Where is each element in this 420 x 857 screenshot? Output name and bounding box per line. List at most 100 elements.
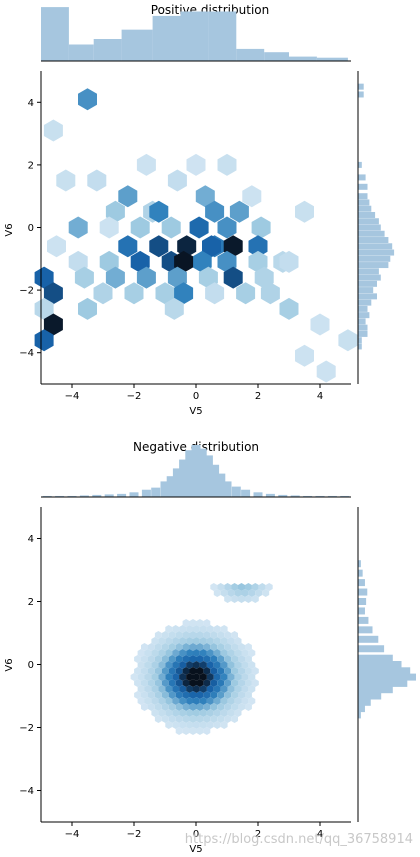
hex-bin [245,583,252,591]
hex-bin [234,673,242,681]
hexbin-area [34,88,358,383]
marginal-y-bar [358,330,368,337]
hex-bin [193,721,200,729]
hex-bin [199,661,207,669]
marginal-x-bar [278,494,288,497]
marginal-x-bar [93,39,122,61]
hex-bin [161,216,181,239]
x-tick-label: −2 [127,391,142,402]
hex-bin [165,625,173,633]
hex-bin [177,235,197,258]
hex-bin [224,679,232,687]
hex-bin [144,685,152,693]
hex-bin [241,589,249,597]
x-tick-label: −4 [65,391,80,402]
hex-bin [130,673,138,681]
hex-bin [199,637,207,645]
hex-bin [186,153,206,176]
hex-bin [182,619,190,627]
hex-bin [148,691,155,699]
hex-bin [168,691,176,699]
marginal-y-bar [358,705,365,713]
hex-bin [158,685,166,693]
marginal-y-histogram [358,83,395,350]
hex-bin [210,679,218,687]
hex-bin [151,649,159,657]
hex-bin [144,673,152,681]
hex-bin [241,673,249,681]
marginal-x-bar [208,11,237,61]
hex-bin [149,200,169,223]
marginal-x-bar [92,494,102,497]
y-tick-label: −2 [19,723,34,734]
hex-bin [172,721,180,729]
hex-bin [217,153,237,176]
hex-bin [213,625,221,633]
hex-bin [182,727,190,735]
hex-bin [227,709,235,717]
hex-bin [213,637,221,645]
hex-bin [78,297,97,320]
hex-bin [182,703,190,711]
hex-bin [189,667,197,675]
marginal-y-bar [358,312,370,319]
hex-bin [168,679,176,687]
hex-bin [203,691,211,699]
hex-bin [192,250,212,273]
hex-bin [151,661,159,669]
hex-bin [196,667,204,675]
marginal-x-bar [289,56,317,61]
marginal-x-bar [253,492,263,497]
hex-bin [179,637,187,645]
hex-bin [186,637,193,645]
hex-bin [217,583,225,591]
hex-bin [206,697,214,705]
hex-bin [189,715,197,723]
hex-bin [165,637,173,645]
hex-bin [224,595,232,603]
hex-bin [248,589,256,597]
hex-bin [279,297,299,320]
hex-bin [137,649,145,657]
marginal-x-bar [68,44,94,61]
hex-bin [196,643,204,651]
hex-bin [227,661,235,669]
watermark: https://blog.csdn.net/qq_36758914 [185,832,413,847]
hex-bin [231,655,238,663]
marginal-x-bar [185,450,195,497]
hex-bin [179,649,187,657]
marginal-y-bar [358,305,368,312]
hex-bin [229,200,249,223]
hex-bin [165,673,173,681]
hex-bin [206,661,214,669]
hex-bin [186,697,193,705]
hex-bin [231,715,238,723]
hex-bin [241,685,249,693]
hex-bin [205,200,225,223]
x-tick-label: −2 [127,829,142,840]
hex-bin [136,266,156,289]
hex-bin [172,685,180,693]
marginal-y-bar [358,616,369,624]
hex-bin [213,697,221,705]
hex-bin [238,679,245,687]
hex-bin [43,313,63,336]
hex-bin [148,655,155,663]
hex-bin [248,661,256,669]
hex-bin [234,649,242,657]
hex-bin [151,709,159,717]
marginal-y-bar [358,293,377,300]
marginal-y-bar [358,318,366,325]
hex-bin [224,583,232,591]
hex-bin [213,649,221,657]
hex-bin [231,631,238,639]
marginal-x-bar [197,448,207,497]
x-tick-label: 4 [317,829,323,840]
hex-bin [196,715,204,723]
hex-bin [203,643,211,651]
hex-bin [186,709,193,717]
hex-bin [175,691,183,699]
axes: −4 −2 0 2 4 −4 −2 0 2 4 [19,496,359,840]
